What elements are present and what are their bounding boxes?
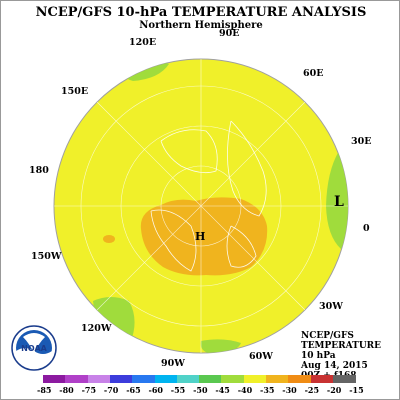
legend-color-swatch (199, 375, 222, 383)
legend-label: -45 (215, 385, 230, 395)
info-date: Aug 14, 2015 (301, 361, 368, 371)
legend-label: -55 (170, 385, 186, 395)
longitude-label-60e: 60E (303, 68, 324, 79)
high-pressure-marker: H (195, 230, 206, 243)
legend-label: -60 (148, 385, 163, 395)
legend-color-swatch (266, 375, 289, 383)
longitude-label-60w: 60W (249, 351, 273, 362)
temperature-legend: -85 -80 -75 -70 -65 -60 -55 -50 -45 -40 -35 -30 -25-… (1, 373, 399, 399)
legend-color-swatch (243, 375, 267, 383)
longitude-label-150w: 150W (31, 251, 62, 262)
low-pressure-marker: L (334, 194, 344, 210)
longitude-label-120e: 120E (129, 37, 157, 48)
legend-color-swatch (176, 375, 200, 383)
legend-color-swatch (109, 375, 133, 383)
legend-label: -70 (103, 385, 119, 395)
legend-color-swatch (87, 375, 111, 383)
longitude-label-30e: 30E (351, 136, 372, 147)
legend-label: -15 (349, 385, 364, 395)
longitude-label-120w: 120W (81, 323, 112, 334)
longitude-label-180: 180 (29, 165, 49, 176)
longitude-label-150e: 150E (61, 86, 89, 97)
info-model: NCEP/GFS (301, 331, 354, 341)
legend-label: -50 (193, 385, 208, 395)
legend-label: -30 (282, 385, 297, 395)
legend-color-swatch (43, 375, 66, 383)
legend-label: -85 (37, 385, 52, 395)
cool-region-southwest (93, 297, 135, 341)
legend-label: -80 (59, 385, 74, 395)
longitude-label-90w: 90W (161, 358, 185, 369)
legend-color-swatch (310, 375, 334, 383)
legend-color-swatch (132, 375, 155, 383)
legend-color-swatch (154, 375, 178, 383)
legend-color-swatch (221, 375, 245, 383)
warm-spot-west (103, 235, 115, 243)
noaa-logo-icon: NOAA (11, 325, 57, 371)
legend-color-swatch (65, 375, 89, 383)
legend-label: -35 (260, 385, 275, 395)
info-variable: TEMPERATURE (301, 341, 382, 351)
legend-label: -40 (237, 385, 253, 395)
legend-color-swatch (332, 375, 356, 383)
noaa-logo-text: NOAA (21, 344, 47, 353)
page-title: NCEP/GFS 10-hPa TEMPERATURE ANALYSIS (35, 5, 367, 20)
info-level: 10 hPa (301, 351, 336, 361)
longitude-label-30w: 30W (319, 301, 343, 312)
legend-label: -20 (326, 385, 342, 395)
legend-color-swatch (288, 375, 312, 383)
legend-label: -75 (81, 385, 97, 395)
longitude-label-0: 0 (363, 223, 370, 234)
legend-label: -25 (304, 385, 320, 395)
page-subtitle: Northern Hemisphere (139, 20, 263, 31)
legend-label: -65 (126, 385, 141, 395)
longitude-label-90e: 90E (219, 28, 240, 39)
